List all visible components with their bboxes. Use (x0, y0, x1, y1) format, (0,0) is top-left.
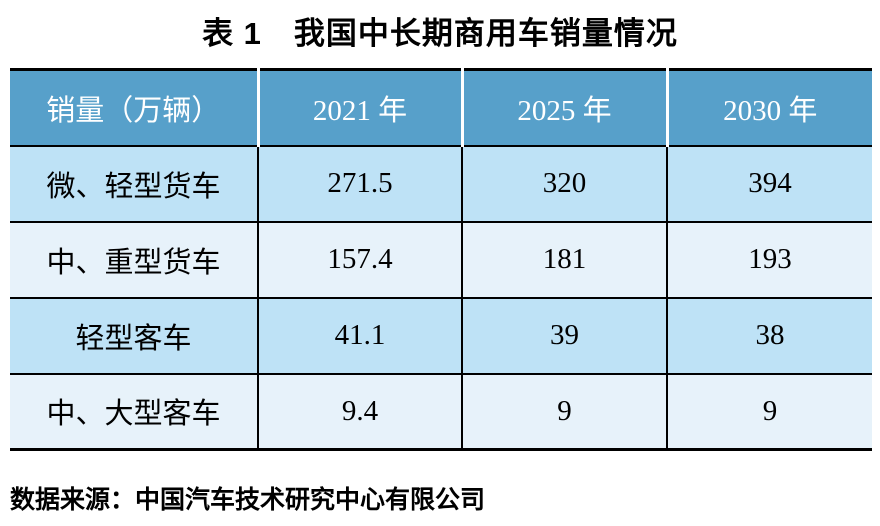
cell-value-2021: 157.4 (257, 220, 462, 298)
cell-value-2021: 41.1 (257, 296, 462, 374)
table-body: 微、轻型货车 271.5 320 394 中、重型货车 157.4 181 19… (10, 144, 872, 450)
header-row: 销量（万辆） 2021 年 2025 年 2030 年 (10, 69, 872, 146)
table-title: 表 1 我国中长期商用车销量情况 (202, 16, 678, 51)
cell-value-2025: 181 (461, 220, 667, 298)
row-label: 轻型客车 (10, 296, 258, 374)
table-container: 销量（万辆） 2021 年 2025 年 2030 年 微、轻型货车 271.5… (10, 68, 872, 451)
cell-value-2025: 39 (461, 296, 667, 374)
header-cell-year-2030: 2030 年 (665, 69, 872, 146)
table-row-light-buses: 轻型客车 41.1 39 38 (10, 296, 872, 374)
row-label: 中、大型客车 (10, 372, 258, 450)
cell-value-2025: 9 (461, 372, 667, 450)
header-cell-year-2021: 2021 年 (256, 69, 462, 146)
cell-value-2030: 394 (666, 144, 872, 222)
row-label: 中、重型货车 (10, 220, 258, 298)
table-header: 销量（万辆） 2021 年 2025 年 2030 年 (10, 69, 872, 146)
table-row-medium-heavy-trucks: 中、重型货车 157.4 181 193 (10, 220, 872, 298)
cell-value-2030: 9 (666, 372, 872, 450)
header-cell-year-2025: 2025 年 (460, 69, 667, 146)
cell-value-2025: 320 (461, 144, 667, 222)
sales-table: 销量（万辆） 2021 年 2025 年 2030 年 微、轻型货车 271.5… (10, 68, 872, 451)
row-label: 微、轻型货车 (10, 144, 258, 222)
cell-value-2021: 271.5 (257, 144, 462, 222)
cell-value-2030: 193 (666, 220, 872, 298)
data-source-note: 数据来源：中国汽车技术研究中心有限公司 (10, 486, 486, 514)
cell-value-2021: 9.4 (257, 372, 462, 450)
table-row-micro-light-trucks: 微、轻型货车 271.5 320 394 (10, 144, 872, 222)
header-cell-metric: 销量（万辆） (10, 69, 258, 146)
cell-value-2030: 38 (666, 296, 872, 374)
table-row-medium-large-buses: 中、大型客车 9.4 9 9 (10, 372, 872, 450)
